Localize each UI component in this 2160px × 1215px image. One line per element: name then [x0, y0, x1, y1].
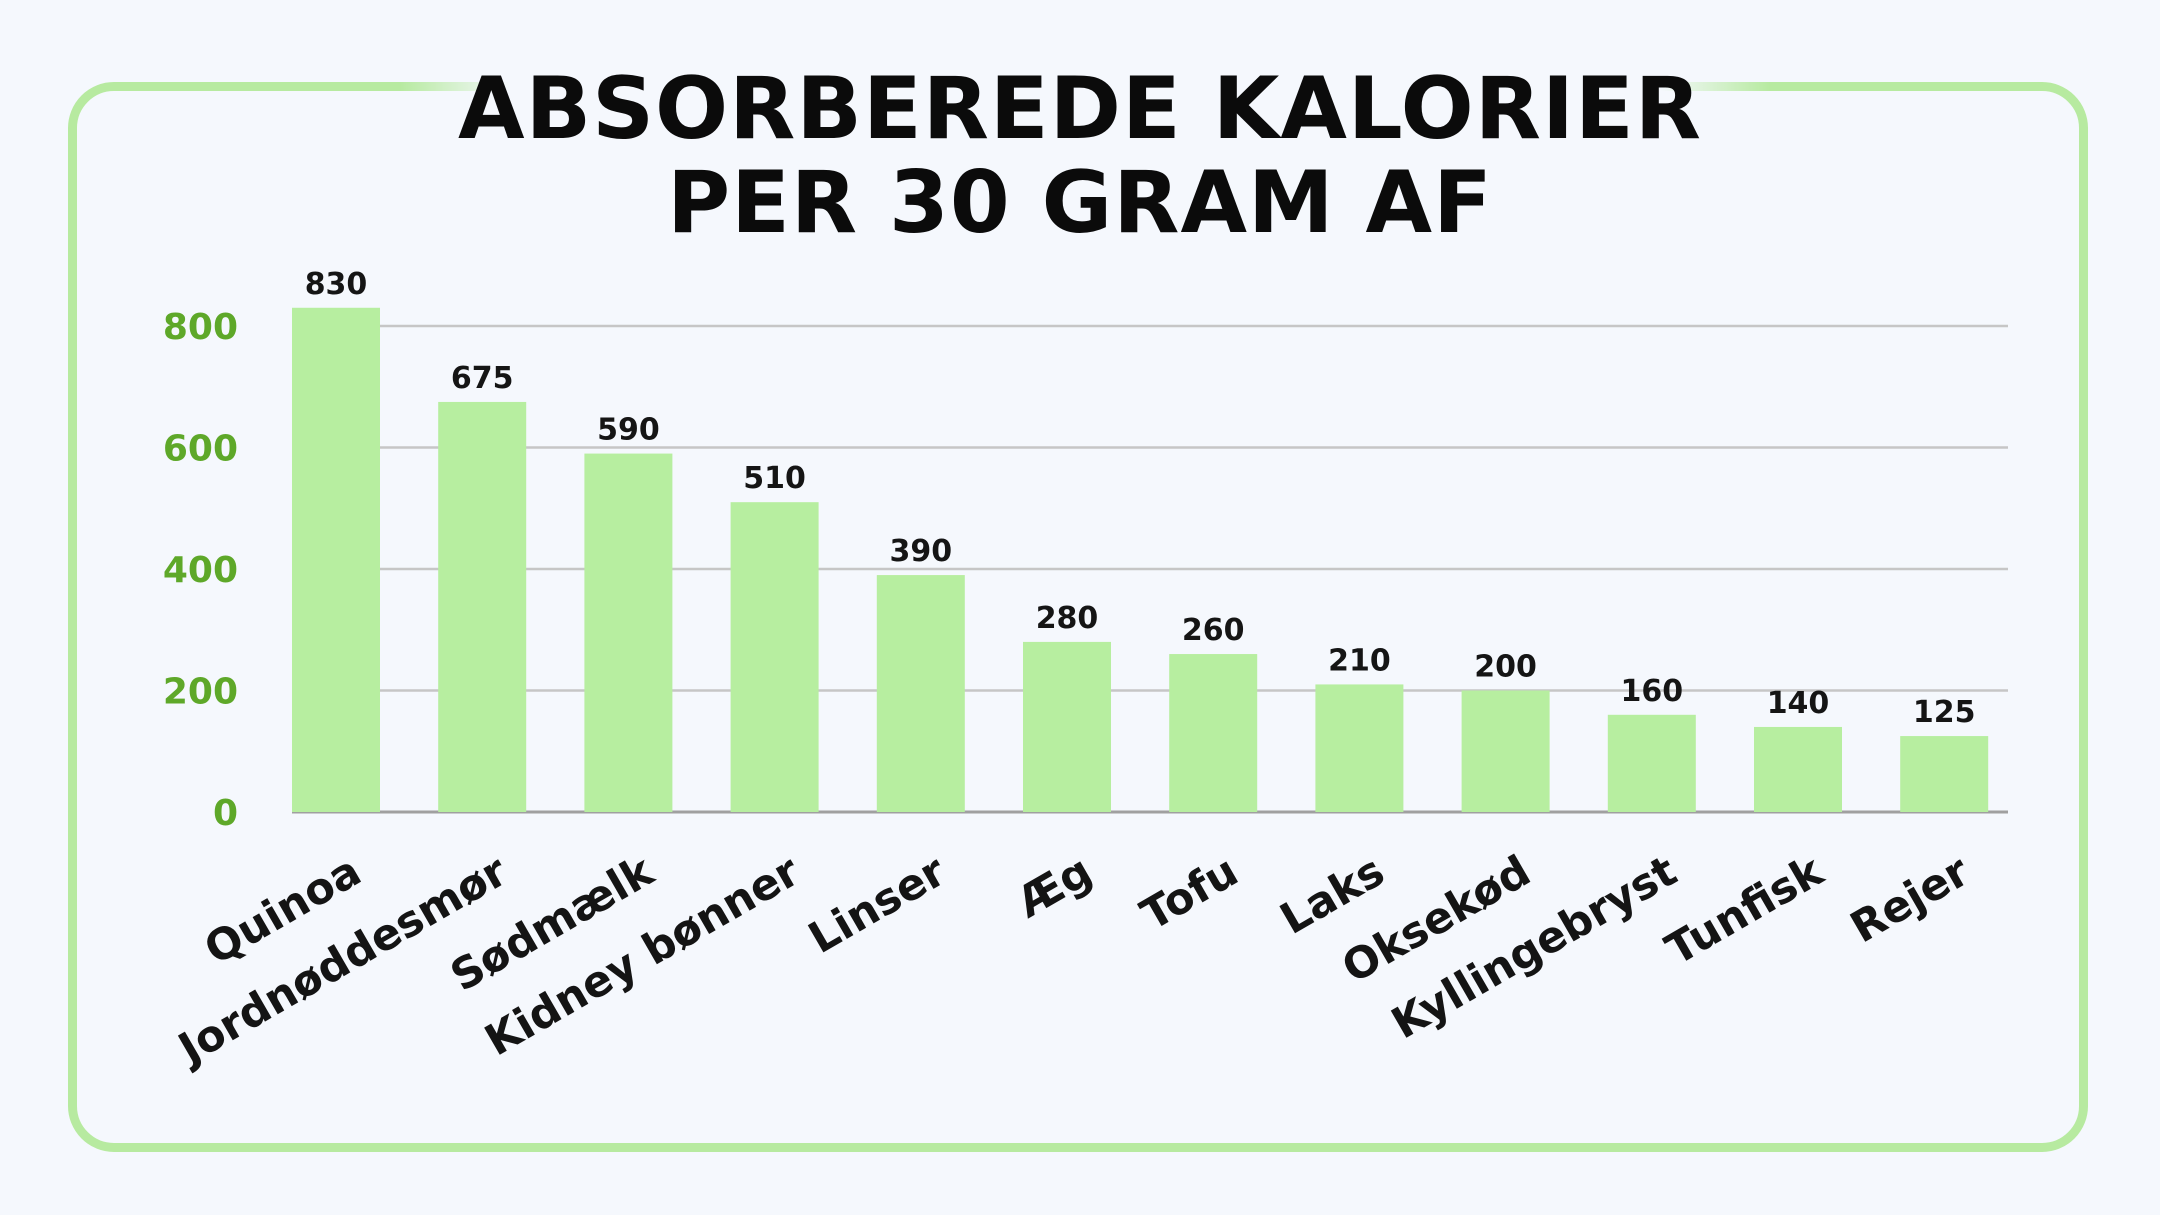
- value-label: 830: [305, 267, 368, 302]
- category-label: Tunfisk: [1658, 846, 1833, 976]
- bar: [876, 575, 965, 812]
- bar: [584, 453, 673, 812]
- bar: [730, 502, 819, 812]
- value-labels: 830 675 590 510 390 280 260 210 200 160 140 125: [305, 267, 1976, 730]
- y-tick-label: 200: [163, 672, 238, 713]
- y-tick-label: 800: [163, 307, 238, 348]
- value-label: 210: [1328, 643, 1391, 678]
- gridlines: [292, 324, 2008, 814]
- value-label: 675: [451, 361, 514, 396]
- title-line-1: ABSORBEREDE KALORIER: [458, 59, 1702, 159]
- bar: [1023, 641, 1111, 812]
- y-tick-label: 400: [163, 550, 238, 591]
- y-tick-label: 0: [213, 793, 238, 834]
- bars: [292, 307, 1989, 812]
- chart-title: ABSORBEREDE KALORIER PER 30 GRAM AF: [0, 62, 2160, 250]
- value-label: 510: [743, 461, 806, 496]
- title-line-2: PER 30 GRAM AF: [667, 153, 1493, 253]
- value-label: 140: [1767, 686, 1830, 721]
- bar: [1461, 690, 1550, 812]
- category-label: Tofu: [1133, 846, 1247, 941]
- bar: [1169, 654, 1258, 812]
- bar: [1900, 736, 1989, 812]
- title-background: [400, 60, 1770, 100]
- bar: [438, 401, 527, 812]
- y-tick-label: 600: [163, 429, 238, 470]
- category-label: Rejer: [1842, 846, 1978, 953]
- bar: [1754, 726, 1842, 812]
- value-label: 260: [1182, 613, 1245, 648]
- y-axis-ticks: 0 200 400 600 800: [163, 307, 238, 834]
- bar: [292, 307, 380, 812]
- value-label: 590: [597, 413, 660, 448]
- bar: [1607, 714, 1696, 812]
- value-label: 280: [1036, 601, 1099, 636]
- bar: [1315, 684, 1404, 812]
- value-label: 160: [1620, 674, 1683, 709]
- category-label: Linser: [801, 846, 955, 964]
- value-label: 200: [1474, 650, 1537, 685]
- value-label: 125: [1913, 695, 1976, 730]
- category-label: Æg: [1008, 846, 1100, 928]
- value-label: 390: [889, 534, 952, 569]
